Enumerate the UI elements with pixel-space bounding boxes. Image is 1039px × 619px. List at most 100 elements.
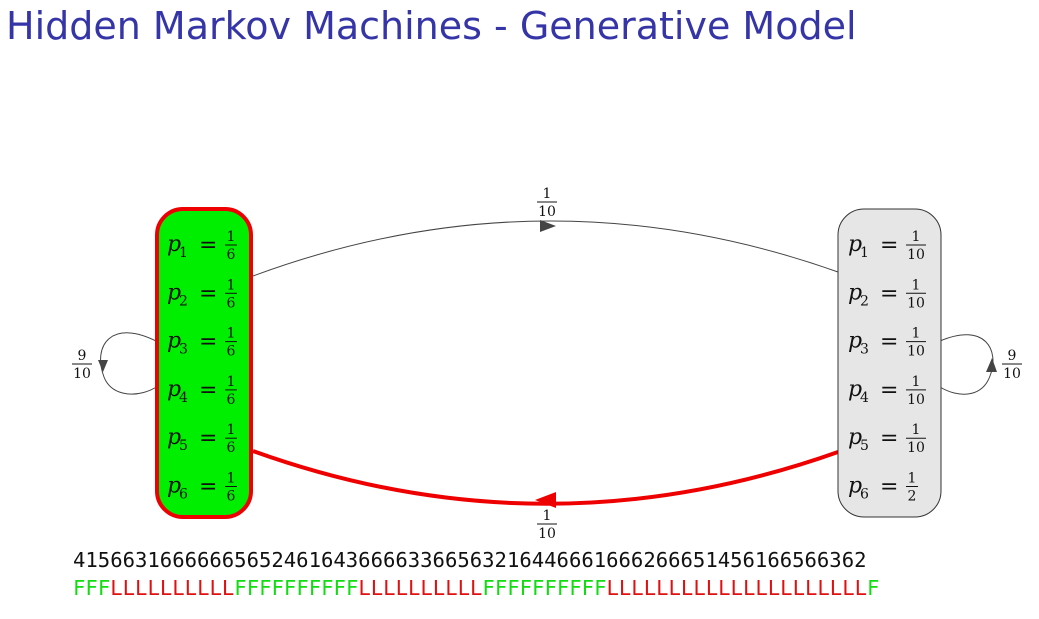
prob-subscript: 5 (860, 438, 869, 454)
prob-fraction-denominator: 6 (227, 295, 236, 311)
prob-fraction-numerator: 1 (912, 326, 921, 342)
prob-fraction-denominator: 10 (907, 344, 925, 360)
fair-state-marker: F (308, 576, 322, 600)
fair-state-marker: F (544, 576, 557, 600)
label-fair-self-loop: 910 (72, 348, 92, 382)
state-sequence: FFFLLLLLLLLLLFFFFFFFFFFLLLLLLLLLLFFFFFFF… (73, 576, 879, 600)
prob-fraction-denominator: 6 (227, 247, 236, 263)
fair-state-marker: F (345, 576, 359, 600)
fair-state-marker: F (594, 576, 607, 600)
loaded-state-marker: L (122, 576, 136, 600)
prob-fraction: 16 (225, 374, 237, 408)
fair-state-marker: F (283, 576, 297, 600)
loaded-state-marker: L (730, 576, 743, 600)
probability-p6: p6 = 12 (848, 471, 918, 505)
loaded-state-marker: L (383, 576, 396, 600)
fair-state-marker: F (494, 576, 508, 600)
prob-fraction: 110 (906, 277, 926, 311)
self-loop-loaded (939, 334, 994, 395)
fair-state-marker: F (85, 576, 98, 600)
prob-symbol: p (848, 474, 862, 499)
prob-subscript: 1 (179, 245, 188, 261)
loaded-state-marker: L (407, 576, 421, 600)
transition-loaded-to-fair (252, 449, 839, 506)
loaded-state-marker: L (432, 576, 446, 600)
loaded-state-marker: L (618, 576, 632, 600)
fair-state-marker: F (97, 576, 111, 600)
fair-state-marker: F (569, 576, 582, 600)
loaded-state-marker: L (842, 576, 855, 600)
prob-subscript: 1 (860, 245, 869, 261)
prob-fraction-denominator: 10 (907, 392, 925, 408)
prob-subscript: 2 (179, 293, 188, 309)
prob-fraction: 16 (225, 229, 237, 263)
probability-p3: p3 = 110 (848, 326, 926, 360)
label-loaded-to-fair-denominator: 10 (538, 526, 556, 542)
prob-fraction-numerator: 1 (227, 326, 236, 342)
loaded-state-marker: L (705, 576, 719, 600)
equals-sign: = (199, 378, 217, 403)
loaded-state-marker: L (370, 576, 384, 600)
fair-state-marker: F (73, 576, 86, 600)
label-loaded-self-loop-numerator: 9 (1008, 348, 1017, 364)
prob-fraction: 16 (225, 422, 237, 456)
label-loaded-to-fair-numerator: 1 (543, 508, 552, 524)
equals-sign: = (880, 378, 898, 403)
equals-sign: = (199, 233, 217, 258)
prob-fraction: 16 (225, 326, 237, 360)
equals-sign: = (199, 475, 217, 500)
label-loaded-to-fair: 110 (537, 508, 557, 542)
prob-subscript: 3 (860, 342, 869, 358)
loaded-state-marker: L (184, 576, 198, 600)
loaded-state-marker: L (755, 576, 768, 600)
loaded-state-marker: L (606, 576, 619, 600)
equals-sign: = (880, 475, 898, 500)
label-fair-to-loaded: 110 (537, 186, 557, 220)
fair-state-marker: F (259, 576, 272, 600)
prob-fraction-denominator: 2 (908, 489, 917, 505)
prob-symbol: p (167, 329, 181, 354)
prob-fraction-numerator: 1 (227, 374, 236, 390)
fair-state-marker: F (556, 576, 570, 600)
fair-state-marker: F (246, 576, 260, 600)
probability-p6: p6 = 16 (167, 471, 237, 505)
probability-p4: p4 = 110 (848, 374, 926, 408)
roll-sequence: 4156631666666565246164366663366563216446… (73, 548, 867, 572)
prob-fraction-denominator: 10 (907, 440, 925, 456)
fair-state-marker: F (581, 576, 595, 600)
prob-fraction-numerator: 1 (908, 471, 917, 487)
label-loaded-self-loop-denominator: 10 (1003, 366, 1021, 382)
prob-symbol: p (167, 425, 181, 450)
prob-fraction-numerator: 1 (912, 422, 921, 438)
prob-subscript: 3 (179, 342, 188, 358)
prob-fraction: 110 (906, 229, 926, 263)
loaded-state-marker: L (817, 576, 830, 600)
loaded-state-marker: L (457, 576, 470, 600)
prob-fraction-denominator: 6 (227, 489, 236, 505)
loaded-state-marker: L (854, 576, 867, 600)
loaded-state-marker: L (742, 576, 756, 600)
prob-symbol: p (167, 377, 181, 402)
prob-fraction-denominator: 6 (227, 344, 236, 360)
prob-subscript: 4 (860, 390, 869, 406)
prob-fraction: 110 (906, 374, 926, 408)
loaded-state-marker: L (680, 576, 694, 600)
loaded-state-marker: L (221, 576, 235, 600)
prob-subscript: 4 (179, 390, 188, 406)
probability-p2: p2 = 110 (848, 277, 926, 311)
arrowhead-self-loop-loaded (986, 358, 997, 372)
prob-fraction: 16 (225, 277, 237, 311)
fair-state-marker: F (519, 576, 533, 600)
fair-state-box (155, 207, 253, 519)
prob-symbol: p (167, 280, 181, 305)
loaded-state-marker: L (147, 576, 160, 600)
prob-fraction: 110 (906, 422, 926, 456)
probability-p2: p2 = 16 (167, 277, 237, 311)
loaded-state-box (837, 208, 942, 518)
loaded-state-marker: L (358, 576, 371, 600)
label-fair-to-loaded-denominator: 10 (538, 204, 556, 220)
prob-subscript: 2 (860, 293, 869, 309)
probability-p5: p5 = 16 (167, 422, 237, 456)
